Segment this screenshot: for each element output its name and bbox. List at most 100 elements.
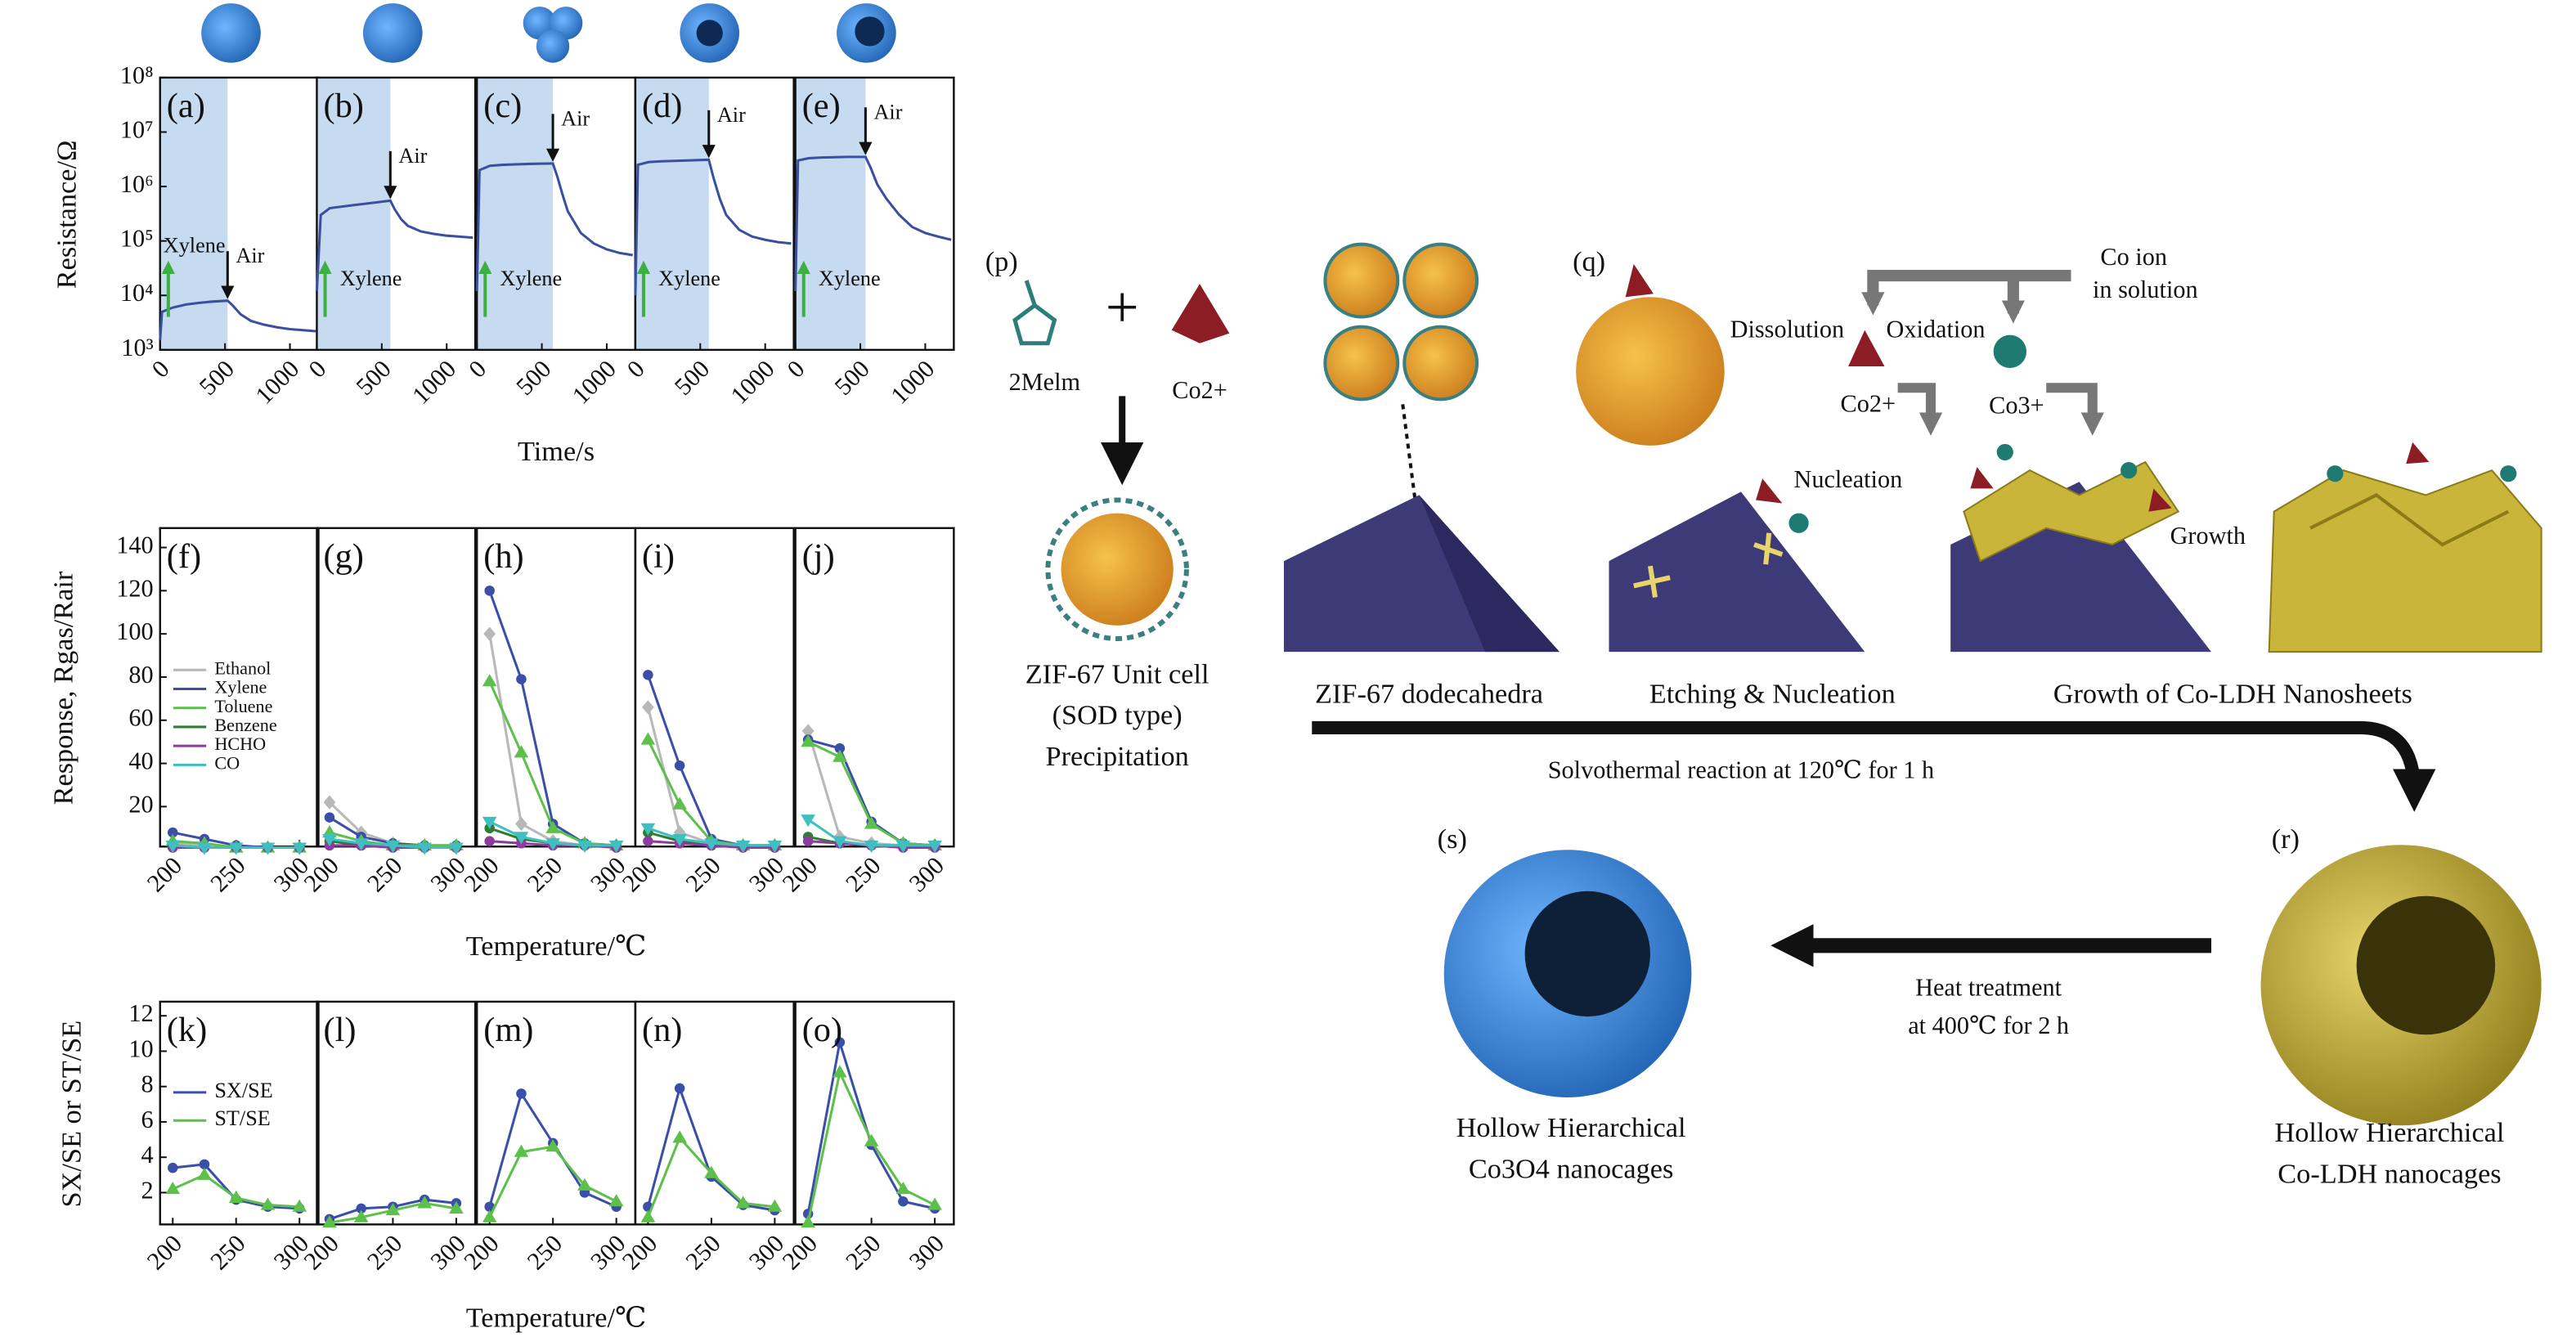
x-tick-label: 1000 xyxy=(567,355,622,410)
marker xyxy=(417,1196,432,1209)
marker xyxy=(515,816,527,832)
marker xyxy=(834,1037,846,1048)
x-tick-label: 250 xyxy=(205,851,251,897)
ligand-label: 2Melm xyxy=(1009,368,1081,396)
y-tick-label: 4 xyxy=(141,1141,154,1169)
plus: + xyxy=(1106,274,1139,340)
x-tick-label: 0 xyxy=(622,355,650,384)
marker xyxy=(385,1202,401,1216)
caption: ZIF-67 Unit cell xyxy=(1025,658,1209,689)
marker xyxy=(864,816,879,829)
caption: Co-LDH nanocages xyxy=(2278,1159,2501,1190)
panel-label: (a) xyxy=(167,87,205,125)
arrow xyxy=(1897,383,1943,436)
particle-icons xyxy=(201,3,896,63)
marker xyxy=(895,1182,911,1195)
caption: Co3O4 nanocages xyxy=(1469,1154,1674,1185)
x-tick-label: 250 xyxy=(205,1229,251,1275)
legend-label: HCHO xyxy=(214,734,266,754)
marker xyxy=(801,734,815,747)
process-label: Nucleation xyxy=(1793,465,1902,493)
y-tick-label: 140 xyxy=(116,531,153,559)
co3o4-nanocage-hole xyxy=(1524,891,1650,1017)
y-tick-label: 120 xyxy=(116,574,153,602)
panel-label: (q) xyxy=(1573,246,1605,277)
arrow xyxy=(2046,383,2104,436)
marker xyxy=(482,816,497,829)
caption: Precipitation xyxy=(1046,741,1189,772)
x-tick-label: 200 xyxy=(458,1229,504,1275)
marker xyxy=(545,838,560,851)
marker xyxy=(643,670,653,680)
unit-cell xyxy=(1061,513,1174,626)
arrow xyxy=(1861,269,2071,316)
marker xyxy=(927,1197,942,1210)
y-tick-label: 6 xyxy=(141,1106,154,1133)
y-tick-label: 20 xyxy=(128,790,153,818)
panel-label: (p) xyxy=(985,246,1018,277)
panel-label: (e) xyxy=(802,87,841,125)
marker xyxy=(895,840,911,853)
x-tick-label: 200 xyxy=(298,1229,344,1275)
x-tick-label: 500 xyxy=(510,355,556,401)
marker xyxy=(704,838,719,851)
y-tick-label: 80 xyxy=(128,661,153,689)
series-line xyxy=(315,199,473,292)
x-tick-label: 250 xyxy=(522,1229,568,1275)
marker xyxy=(864,1133,879,1146)
x-tick-label: 200 xyxy=(777,1229,823,1275)
stage-label: ZIF-67 dodecahedra xyxy=(1315,678,1543,709)
marker xyxy=(260,1197,276,1210)
panel-label: (h) xyxy=(483,537,523,576)
plot-frame xyxy=(634,76,795,352)
marker xyxy=(482,1209,497,1223)
legend-label: SX/SE xyxy=(214,1079,272,1102)
marker xyxy=(672,796,687,810)
marker xyxy=(197,1167,212,1180)
air-label: Air xyxy=(398,144,427,168)
marker xyxy=(167,1162,178,1173)
marker xyxy=(165,840,181,853)
x-tick-label: 1000 xyxy=(886,355,940,410)
x-axis-label: Temperature/℃ xyxy=(466,1302,647,1333)
y-tick-label: 10⁷ xyxy=(120,115,154,143)
exposure-band xyxy=(795,77,866,350)
marker xyxy=(228,842,244,855)
exposure-band xyxy=(316,77,391,350)
x-tick-label: 200 xyxy=(141,1229,187,1275)
marker xyxy=(577,1178,592,1191)
panel-q: (q) Dissolution Oxidation Co2+ Co3+ Co i… xyxy=(1573,243,2542,653)
x-tick-label: 250 xyxy=(361,851,407,897)
air-label: Air xyxy=(873,100,902,123)
marker xyxy=(353,838,369,851)
panel-label: (k) xyxy=(167,1011,207,1049)
marker xyxy=(449,1200,464,1214)
y-tick-label: 10⁵ xyxy=(120,225,154,253)
panel-label: (f) xyxy=(167,537,201,576)
x-tick-label: 1000 xyxy=(725,355,780,410)
marker xyxy=(228,1190,244,1203)
x-tick-label: 250 xyxy=(680,1229,726,1275)
series-line xyxy=(647,738,775,847)
marker xyxy=(735,1196,751,1209)
plot-frame xyxy=(316,76,477,352)
metal-icon xyxy=(1171,284,1230,343)
marker xyxy=(672,1130,687,1143)
exposure-band xyxy=(635,77,709,350)
marker xyxy=(484,585,495,596)
marker xyxy=(322,833,337,847)
marker xyxy=(514,832,529,845)
x-tick-label: 1000 xyxy=(250,355,305,410)
marker xyxy=(898,1196,909,1207)
marker xyxy=(801,814,815,828)
nuclei xyxy=(1633,532,1784,598)
x-tick-label: 200 xyxy=(298,851,344,897)
x-tick-label: 500 xyxy=(669,355,715,401)
marker xyxy=(323,795,336,810)
co2-icon xyxy=(1848,330,1885,367)
marker xyxy=(353,1209,369,1223)
marker xyxy=(674,1083,685,1094)
marker xyxy=(516,674,527,684)
legend-label: CO xyxy=(214,752,240,773)
marker xyxy=(260,842,276,855)
